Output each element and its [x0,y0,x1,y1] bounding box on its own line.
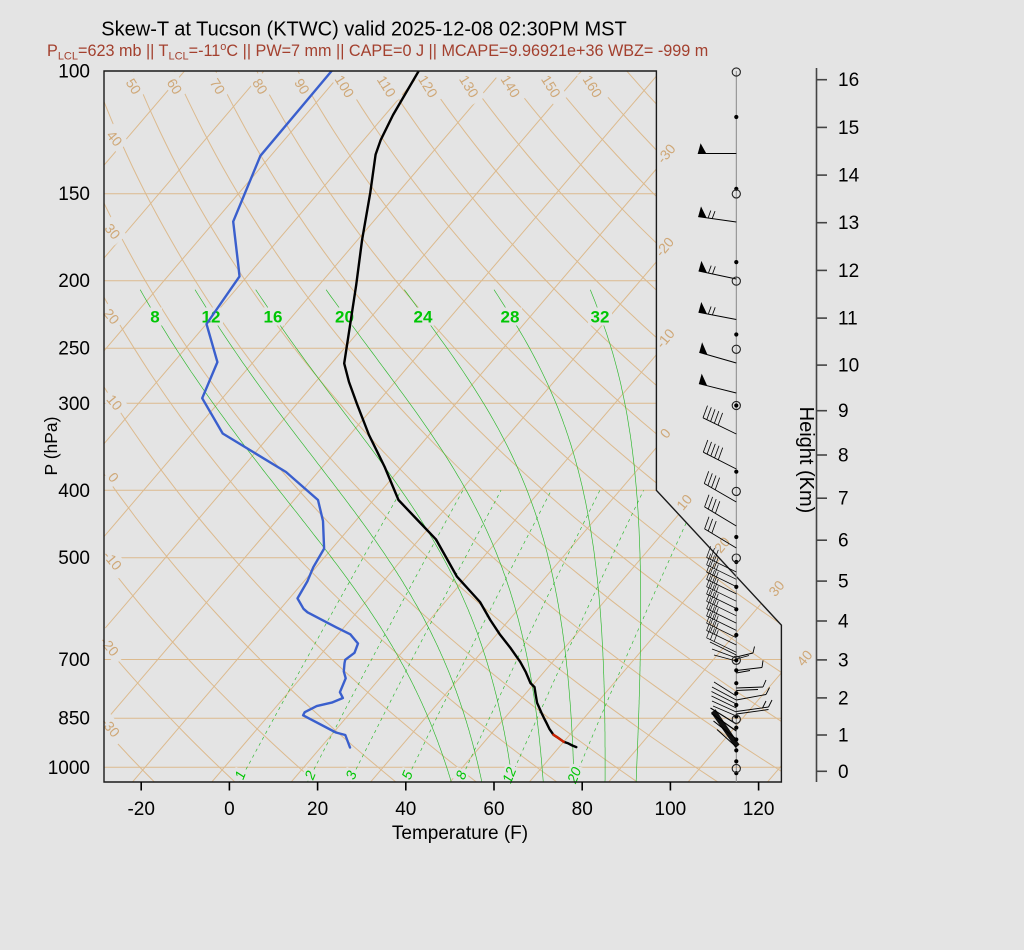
svg-text:-20: -20 [652,234,677,260]
svg-text:0: 0 [657,425,674,441]
svg-text:40: 40 [395,799,416,820]
svg-text:8: 8 [150,308,159,327]
svg-text:100: 100 [58,62,90,83]
svg-text:20: 20 [335,308,354,327]
svg-text:12: 12 [499,765,520,786]
svg-text:4: 4 [838,612,849,633]
svg-text:-30: -30 [653,140,678,166]
svg-text:1: 1 [838,726,849,747]
svg-text:12: 12 [838,261,859,282]
svg-text:20: 20 [307,799,328,820]
svg-text:150: 150 [58,184,90,205]
svg-text:11: 11 [838,309,858,330]
svg-text:Skew-T at Tucson (KTWC) valid: Skew-T at Tucson (KTWC) valid 2025-12-08… [101,19,626,41]
svg-text:0: 0 [838,762,849,783]
svg-text:50: 50 [123,75,145,97]
svg-text:10: 10 [838,356,859,377]
svg-text:400: 400 [58,481,90,502]
svg-text:80: 80 [249,75,271,97]
svg-text:70: 70 [207,75,229,97]
svg-text:16: 16 [264,308,283,327]
svg-text:20: 20 [563,765,584,787]
svg-text:16: 16 [838,70,859,91]
svg-text:6: 6 [838,531,849,552]
svg-text:9: 9 [838,401,849,422]
svg-text:13: 13 [838,213,859,234]
svg-text:40: 40 [793,647,815,669]
svg-text:15: 15 [838,118,859,139]
svg-text:500: 500 [58,548,90,569]
svg-text:700: 700 [58,650,90,671]
svg-text:8: 8 [838,446,849,467]
svg-text:100: 100 [655,799,687,820]
svg-text:PLCL=623 mb || TLCL=-11oC || P: PLCL=623 mb || TLCL=-11oC || PW=7 mm || … [47,41,708,63]
svg-text:60: 60 [164,75,186,97]
svg-text:850: 850 [58,709,90,730]
svg-text:14: 14 [838,166,860,187]
svg-text:32: 32 [591,308,610,327]
svg-text:3: 3 [838,650,849,671]
svg-text:24: 24 [414,308,433,327]
svg-text:90: 90 [291,75,313,97]
svg-text:60: 60 [483,799,504,820]
svg-text:0: 0 [224,799,235,820]
svg-text:80: 80 [572,799,593,820]
svg-text:28: 28 [501,308,520,327]
svg-text:300: 300 [58,394,90,415]
svg-text:200: 200 [58,271,90,292]
svg-text:120: 120 [743,799,775,820]
svg-text:1000: 1000 [48,758,90,779]
svg-text:2: 2 [838,688,849,709]
svg-text:Temperature (F): Temperature (F) [392,823,528,844]
svg-text:10: 10 [673,491,695,513]
svg-text:7: 7 [838,489,849,510]
svg-text:250: 250 [58,339,90,360]
svg-text:30: 30 [765,577,787,599]
svg-text:-20: -20 [127,799,154,820]
svg-text:Height (Km): Height (Km) [795,407,817,514]
svg-text:P (hPa): P (hPa) [41,416,61,475]
svg-text:5: 5 [838,572,849,593]
